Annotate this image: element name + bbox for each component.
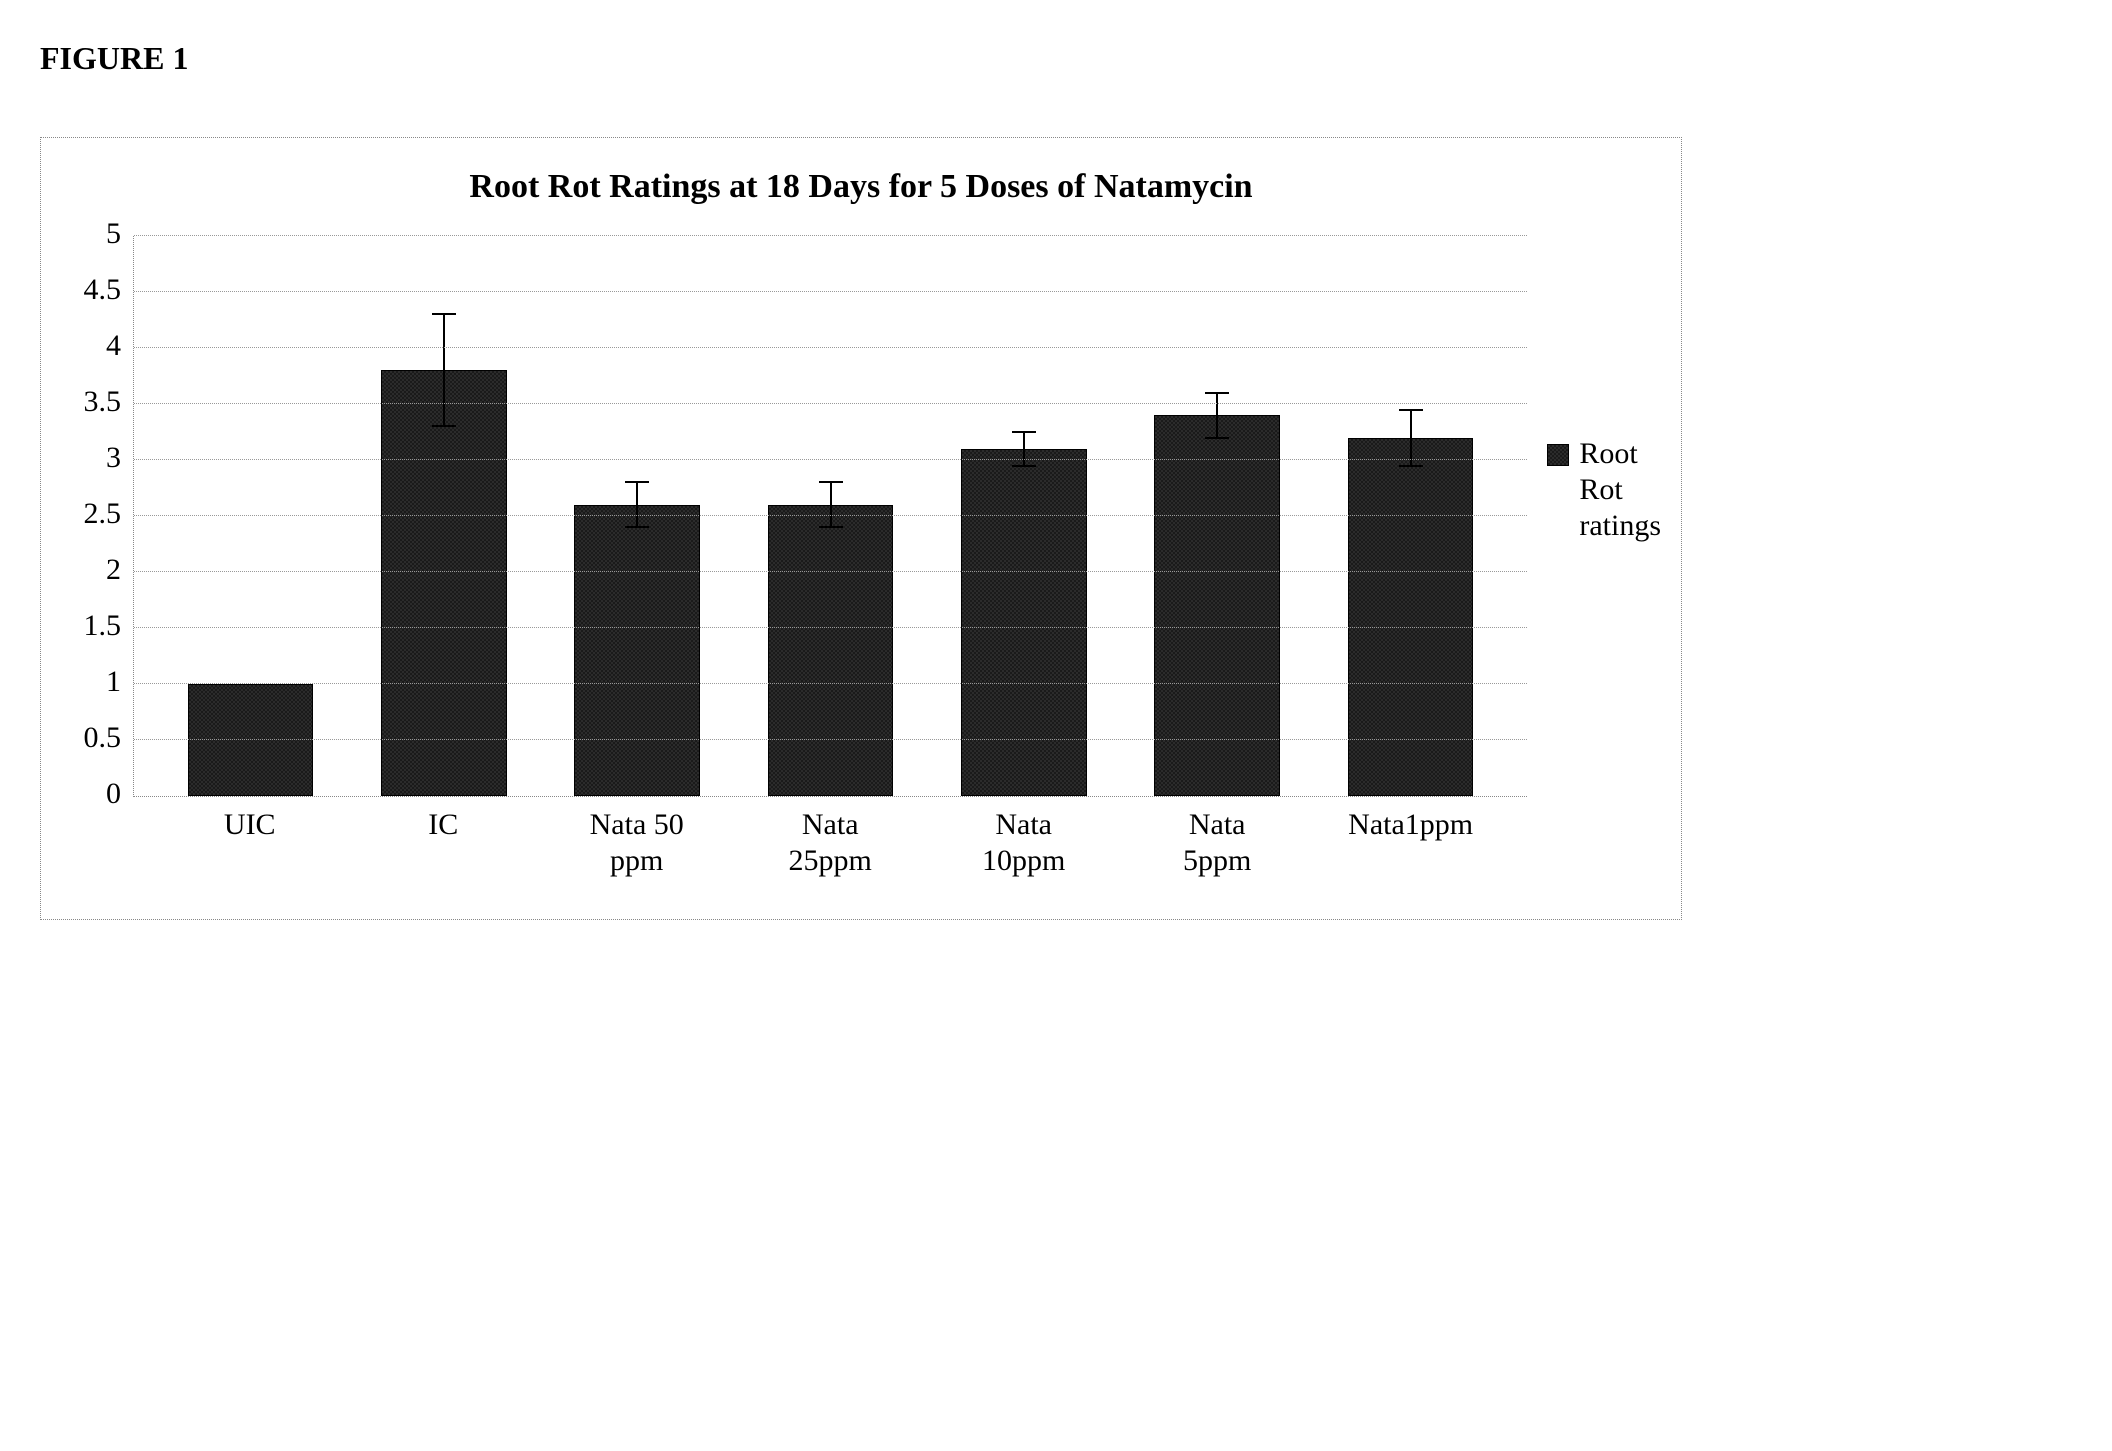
bar-slot [541,236,734,796]
legend-swatch [1547,444,1569,466]
x-tick-label: Nata1ppm [1314,807,1507,879]
chart-title: Root Rot Ratings at 18 Days for 5 Doses … [61,168,1661,206]
bar-slot [927,236,1120,796]
x-tick-label: Nata 5ppm [1120,807,1313,879]
legend-text: Root Rot ratings [1579,436,1661,544]
bar [1348,438,1474,796]
error-cap-top [1012,431,1036,433]
error-cap-bottom [1399,465,1423,467]
error-bar [1410,410,1412,466]
bar [574,505,700,796]
gridline [134,515,1527,516]
error-cap-top [432,313,456,315]
x-tick-label: UIC [153,807,346,879]
y-tick-label: 5 [106,217,121,251]
error-cap-top [625,481,649,483]
y-tick-label: 2.5 [84,497,122,531]
bar [188,684,314,796]
bar [961,449,1087,796]
y-tick-label: 0.5 [84,721,122,755]
gridline [134,683,1527,684]
error-cap-top [1399,409,1423,411]
legend: Root Rot ratings [1547,436,1661,544]
plot-wrap: 00.511.522.533.544.55 UICICNata 50 ppmNa… [61,236,1527,879]
bars-group [134,236,1527,796]
gridline [134,347,1527,348]
x-axis-labels: UICICNata 50 ppmNata 25ppmNata 10ppmNata… [133,797,1527,879]
error-cap-bottom [432,425,456,427]
error-cap-top [1205,392,1229,394]
error-cap-bottom [819,526,843,528]
bar-slot [1121,236,1314,796]
y-tick-label: 1 [106,665,121,699]
x-tick-label: Nata 50 ppm [540,807,733,879]
bar-slot [347,236,540,796]
error-bar [1023,432,1025,466]
error-bar [636,482,638,527]
error-bar [443,314,445,426]
error-cap-bottom [1205,437,1229,439]
bar-slot [734,236,927,796]
y-tick-label: 4 [106,329,121,363]
error-bar [830,482,832,527]
error-cap-top [819,481,843,483]
y-tick-label: 4.5 [84,273,122,307]
plot-area [133,236,1527,797]
y-axis: 00.511.522.533.544.55 [61,236,133,796]
error-bar [1216,393,1218,438]
x-tick-label: IC [346,807,539,879]
gridline [134,403,1527,404]
gridline [134,459,1527,460]
gridline [134,291,1527,292]
y-tick-label: 2 [106,553,121,587]
x-tick-label: Nata 25ppm [733,807,926,879]
chart-body: 00.511.522.533.544.55 UICICNata 50 ppmNa… [61,236,1661,879]
error-cap-bottom [625,526,649,528]
y-tick-label: 0 [106,777,121,811]
y-tick-label: 3.5 [84,385,122,419]
x-tick-label: Nata 10ppm [927,807,1120,879]
y-tick-label: 1.5 [84,609,122,643]
bar-slot [1314,236,1507,796]
y-tick-label: 3 [106,441,121,475]
error-cap-bottom [1012,465,1036,467]
gridline [134,571,1527,572]
gridline [134,627,1527,628]
bar [768,505,894,796]
gridline [134,739,1527,740]
chart-container: Root Rot Ratings at 18 Days for 5 Doses … [40,137,1682,920]
figure-label: FIGURE 1 [40,40,2072,77]
bar [381,370,507,796]
gridline [134,235,1527,236]
bar-slot [154,236,347,796]
